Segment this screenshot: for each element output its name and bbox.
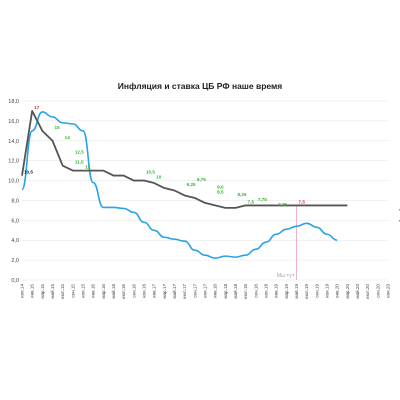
y-tick-label: 2,0 — [11, 258, 19, 264]
y-tick-label: 10,0 — [8, 179, 19, 185]
x-tick-label: ноя.18 — [264, 284, 269, 298]
x-tick-label: июл.15 — [60, 284, 65, 299]
y-tick-label: 16,0 — [8, 119, 19, 125]
x-tick-label: май.18 — [232, 284, 238, 299]
chart-title: Инфляция и ставка ЦБ РФ наше время — [118, 81, 283, 91]
x-tick-label: июл.19 — [304, 284, 309, 299]
rate-label: 9,25 — [187, 182, 196, 187]
x-tick-label: июл.16 — [121, 284, 126, 299]
x-tick-label: ноя.19 — [325, 284, 330, 298]
rate-label: 7,75 — [258, 197, 267, 202]
x-axis-ticks: ноя.14 янв.15 мар.15 май.15 июл.15 сен.15 ноя.… — [20, 284, 391, 299]
rate-label: 17 — [34, 105, 40, 110]
x-tick-label: ноя.17 — [203, 284, 208, 298]
y-tick-label: 12,0 — [8, 159, 19, 165]
x-tick-label: июл.18 — [243, 284, 248, 299]
gridlines — [22, 100, 388, 281]
y-axis-ticks: 0,0 2,0 4,0 6,0 8,0 10,0 12,0 14,0 16,0 18,0 — [8, 99, 19, 284]
x-tick-label: мар.17 — [162, 284, 167, 299]
x-tick-label: мар.18 — [223, 284, 228, 299]
current-date-marker: Мы тут — [277, 205, 297, 280]
x-tick-label: мар.16 — [101, 284, 106, 299]
x-tick-label: май.17 — [171, 284, 177, 299]
rate-label: 10,5 — [24, 170, 33, 175]
rate-label: 10,5 — [146, 170, 155, 175]
x-tick-label: сен.17 — [192, 284, 197, 298]
x-tick-label: янв.15 — [30, 284, 35, 298]
x-tick-label: май.16 — [110, 284, 116, 299]
x-tick-label: ноя.20 — [386, 284, 391, 298]
x-tick-label: янв.18 — [213, 284, 218, 298]
x-tick-label: янв.19 — [274, 284, 279, 298]
y-tick-label: 8,0 — [11, 198, 19, 204]
y-tick-label: 14,0 — [8, 139, 19, 145]
x-tick-label: ноя.16 — [142, 284, 147, 298]
x-tick-label: мар.20 — [345, 284, 350, 299]
x-tick-label: май.20 — [354, 284, 360, 299]
y-tick-label: 0,0 — [11, 278, 19, 284]
x-tick-label: янв.20 — [335, 284, 340, 298]
series-lines — [21, 110, 348, 259]
x-tick-label: май.15 — [49, 284, 55, 299]
x-tick-label: июл.20 — [365, 284, 370, 299]
rate-label: 7,25 — [278, 202, 287, 207]
x-tick-label: июл.17 — [182, 284, 187, 299]
y-tick-label: 18,0 — [8, 99, 19, 105]
rate-label: 9,0 — [217, 185, 224, 190]
marker-label: Мы тут — [277, 273, 295, 279]
rate-label: 12,5 — [75, 150, 84, 155]
rate-label: 7,5 — [299, 199, 306, 204]
rate-label: 11 — [85, 165, 90, 170]
x-tick-label: сен.16 — [131, 284, 136, 298]
x-tick-label: ноя.15 — [81, 284, 86, 298]
rate-label: 14 — [65, 135, 71, 140]
x-tick-label: сен.18 — [253, 284, 258, 298]
x-tick-label: сен.15 — [70, 284, 75, 298]
key-rate-line — [21, 110, 348, 209]
rate-label: 15 — [55, 125, 61, 130]
rate-label: 8,25 — [238, 192, 247, 197]
x-tick-label: сен.20 — [375, 284, 380, 298]
rate-label: 7,5 — [248, 199, 255, 204]
rate-label: 11,5 — [75, 160, 84, 165]
rate-label: 9,75 — [197, 177, 206, 182]
x-tick-label: мар.15 — [40, 284, 45, 299]
x-tick-label: янв.16 — [91, 284, 96, 298]
rate-label: 10 — [156, 175, 162, 180]
inflation-line — [21, 111, 338, 259]
y-tick-label: 4,0 — [11, 238, 19, 244]
x-tick-label: сен.19 — [314, 284, 319, 298]
x-tick-label: ноя.14 — [20, 284, 25, 298]
x-tick-label: янв.17 — [152, 284, 157, 298]
x-tick-label: мар.19 — [284, 284, 289, 299]
y-tick-label: 6,0 — [11, 218, 19, 224]
rate-label: 8,5 — [217, 189, 224, 194]
x-tick-label: май.19 — [293, 284, 299, 299]
